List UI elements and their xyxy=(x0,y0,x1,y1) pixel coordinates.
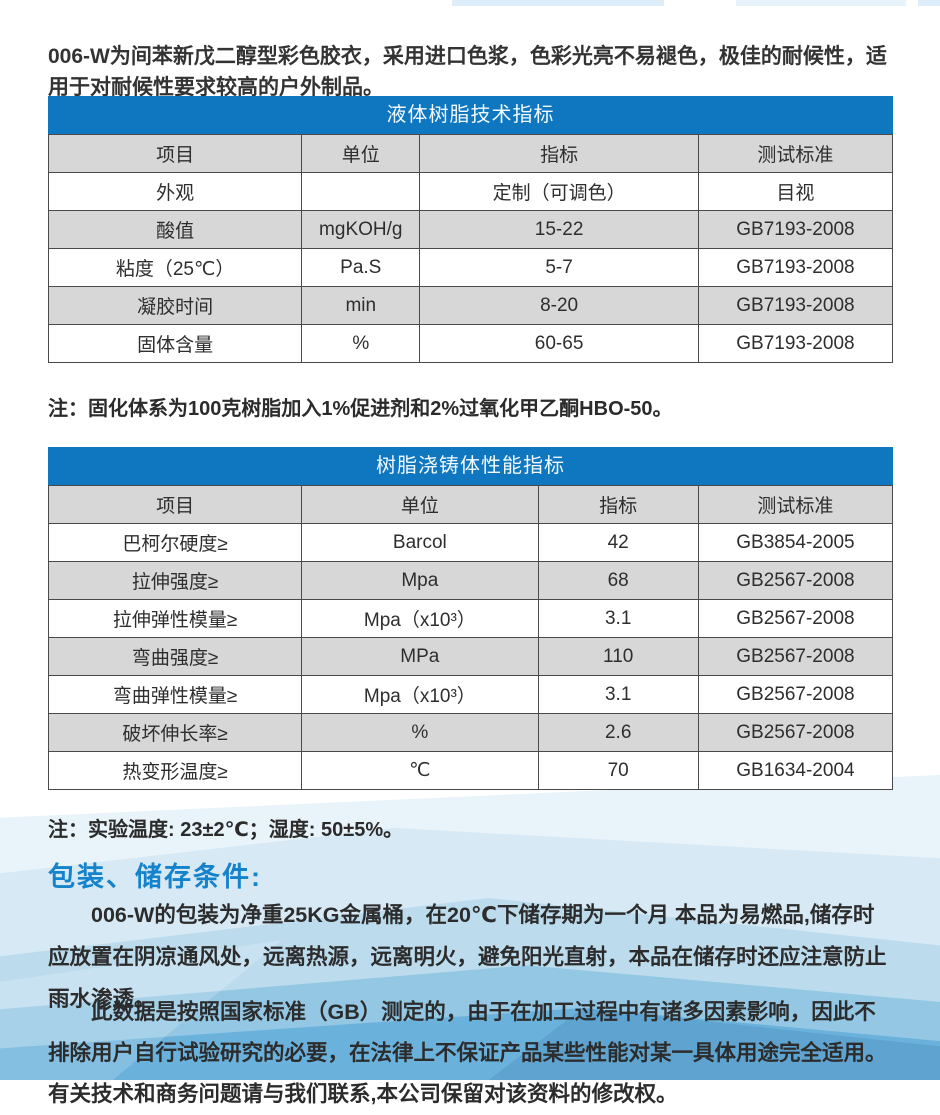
table-cell: 70 xyxy=(537,751,699,790)
table-cell: GB2567-2008 xyxy=(697,599,894,638)
table-header-row: 项目 单位 指标 测试标准 xyxy=(47,485,894,524)
top-edge-strip xyxy=(918,0,940,6)
table-cell xyxy=(301,172,421,211)
column-header-item: 项目 xyxy=(47,485,303,524)
column-header-standard: 测试标准 xyxy=(697,485,894,524)
table-cell: 破坏伸长率≥ xyxy=(47,713,303,752)
table-cell: 弯曲强度≥ xyxy=(47,637,303,676)
table-cell: ℃ xyxy=(301,751,539,790)
top-edge-strip xyxy=(736,0,906,6)
column-header-standard: 测试标准 xyxy=(697,134,894,173)
column-header-item: 项目 xyxy=(47,134,303,173)
column-header-spec: 指标 xyxy=(537,485,699,524)
table-cell: 拉伸强度≥ xyxy=(47,561,303,600)
table-cell: GB3854-2005 xyxy=(697,523,894,562)
table-cell: Mpa（x10³） xyxy=(301,675,539,714)
table-cell: 巴柯尔硬度≥ xyxy=(47,523,303,562)
table-row: 固体含量% 60-65 GB7193-2008 xyxy=(47,324,894,363)
table-row: 粘度（25℃） Pa.S 5-7 GB7193-2008 xyxy=(47,248,894,287)
table-cell: 热变形温度≥ xyxy=(47,751,303,790)
table-cell: Mpa（x10³） xyxy=(301,599,539,638)
casting-performance-table: 项目 单位 指标 测试标准 巴柯尔硬度≥ Barcol 42 GB3854-2005 拉… xyxy=(47,485,894,790)
top-edge-strip xyxy=(452,0,664,6)
table-row: 破坏伸长率≥% 2.6 GB2567-2008 xyxy=(47,713,894,752)
table-cell: 目视 xyxy=(697,172,894,211)
table-cell: mgKOH/g xyxy=(301,210,421,249)
table-cell: 3.1 xyxy=(537,599,699,638)
table-cell: % xyxy=(301,324,421,363)
table-row: 弯曲强度≥ MPa 110 GB2567-2008 xyxy=(47,637,894,676)
table-cell: GB7193-2008 xyxy=(697,210,894,249)
table-row: 酸值 mgKOH/g 15-22 GB7193-2008 xyxy=(47,210,894,249)
column-header-spec: 指标 xyxy=(419,134,699,173)
table-title: 树脂浇铸体性能指标 xyxy=(48,447,893,485)
table-cell: Mpa xyxy=(301,561,539,600)
table-cell: 酸值 xyxy=(47,210,303,249)
table-row: 拉伸弹性模量≥ Mpa（x10³） 3.1 GB2567-2008 xyxy=(47,599,894,638)
table-cell: 固体含量 xyxy=(47,324,303,363)
table-cell: 15-22 xyxy=(419,210,699,249)
column-header-unit: 单位 xyxy=(301,485,539,524)
table-cell: 拉伸弹性模量≥ xyxy=(47,599,303,638)
table-row: 弯曲弹性模量≥ Mpa（x10³） 3.1 GB2567-2008 xyxy=(47,675,894,714)
table-cell: GB2567-2008 xyxy=(697,561,894,600)
table-cell: 3.1 xyxy=(537,675,699,714)
table-cell: 5-7 xyxy=(419,248,699,287)
table-cell: % xyxy=(301,713,539,752)
table-cell: 凝胶时间 xyxy=(47,286,303,325)
intro-paragraph: 006-W为间苯新戊二醇型彩色胶衣，采用进口色浆，色彩光亮不易褪色，极佳的耐候性… xyxy=(48,45,887,99)
table-cell: GB2567-2008 xyxy=(697,675,894,714)
table-cell: min xyxy=(301,286,421,325)
table-cell: 外观 xyxy=(47,172,303,211)
table-cell: GB7193-2008 xyxy=(697,286,894,325)
table-cell: MPa xyxy=(301,637,539,676)
table-cell: Barcol xyxy=(301,523,539,562)
table-cell: 2.6 xyxy=(537,713,699,752)
table-row: 拉伸强度≥ Mpa 68 GB2567-2008 xyxy=(47,561,894,600)
table-cell: 60-65 xyxy=(419,324,699,363)
table-cell: GB7193-2008 xyxy=(697,324,894,363)
table-cell: 110 xyxy=(537,637,699,676)
table-cell: 8-20 xyxy=(419,286,699,325)
table-cell: GB2567-2008 xyxy=(697,637,894,676)
liquid-resin-spec-section: 液体树脂技术指标 项目 单位 指标 测试标准 外观 定制（可调色） 目视 酸值 mgKO… xyxy=(47,96,894,363)
liquid-resin-spec-table: 项目 单位 指标 测试标准 外观 定制（可调色） 目视 酸值 mgKOH/g 15-22 G… xyxy=(47,134,894,363)
storage-section-heading: 包装、储存条件: xyxy=(48,862,262,893)
note-test-conditions: 注：实验温度: 23±2℃；湿度: 50±5%。 xyxy=(48,819,404,841)
table-cell: GB7193-2008 xyxy=(697,248,894,287)
column-header-unit: 单位 xyxy=(301,134,421,173)
table-cell: 弯曲弹性模量≥ xyxy=(47,675,303,714)
table-row: 热变形温度≥ ℃ 70 GB1634-2004 xyxy=(47,751,894,790)
table-cell: Pa.S xyxy=(301,248,421,287)
table-row: 外观 定制（可调色） 目视 xyxy=(47,172,894,211)
table-row: 凝胶时间 min 8-20 GB7193-2008 xyxy=(47,286,894,325)
table-cell: GB2567-2008 xyxy=(697,713,894,752)
table-cell: 42 xyxy=(537,523,699,562)
casting-performance-section: 树脂浇铸体性能指标 项目 单位 指标 测试标准 巴柯尔硬度≥ Barcol 42 GB… xyxy=(47,447,894,790)
table-title: 液体树脂技术指标 xyxy=(48,96,893,134)
table-header-row: 项目 单位 指标 测试标准 xyxy=(47,134,894,173)
table-cell: 定制（可调色） xyxy=(419,172,699,211)
table-cell: 粘度（25℃） xyxy=(47,248,303,287)
table-cell: 68 xyxy=(537,561,699,600)
note-curing-system: 注：固化体系为100克树脂加入1%促进剂和2%过氧化甲乙酮HBO-50。 xyxy=(48,398,673,420)
table-cell: GB1634-2004 xyxy=(697,751,894,790)
disclaimer-paragraph: 此数据是按照国家标准（GB）测定的，由于在加工过程中有诸多因素影响，因此不排除用… xyxy=(48,999,887,1106)
table-row: 巴柯尔硬度≥ Barcol 42 GB3854-2005 xyxy=(47,523,894,562)
